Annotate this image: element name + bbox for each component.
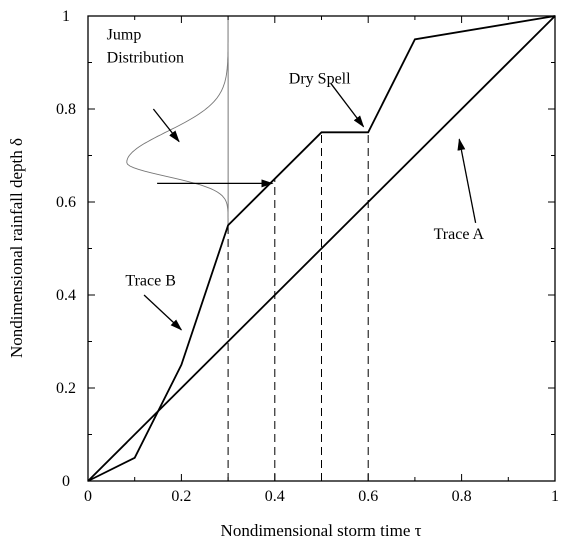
y-tick-label: 0.4 xyxy=(56,287,76,304)
x-tick-label: 0.6 xyxy=(358,488,378,505)
y-tick-label: 1 xyxy=(62,8,70,25)
annotation-label: Trace B xyxy=(125,273,176,290)
annotations-layer: Jump Distribution Dry Spell Trace A Trace B xyxy=(107,26,485,289)
series-line-trace-a xyxy=(87,15,556,482)
y-tick-label: 0.8 xyxy=(56,101,76,118)
y-axis-title: Nondimensional rainfall depth δ xyxy=(7,138,26,358)
x-tick-label: 1 xyxy=(551,488,559,505)
jump-distribution-curve xyxy=(126,16,229,226)
y-tick-label: 0.2 xyxy=(56,380,76,397)
annotation-arrow xyxy=(152,108,180,143)
annotation-arrow xyxy=(457,138,477,224)
dashed-guides-layer xyxy=(227,132,369,481)
ticks-layer xyxy=(87,15,556,482)
annotation-label: Dry Spell xyxy=(289,70,351,87)
series-layer xyxy=(87,15,556,482)
y-tick-label: 0.6 xyxy=(56,194,76,211)
x-tick-label: 0.2 xyxy=(171,488,191,505)
y-tick-label: 0 xyxy=(62,473,70,490)
series-line-trace-b xyxy=(87,15,556,482)
x-axis-title: Nondimensional storm time τ xyxy=(221,521,422,540)
x-tick-label: 0.4 xyxy=(265,488,285,505)
annotation-arrow xyxy=(143,294,183,331)
x-tick-label: 0.8 xyxy=(452,488,472,505)
annotation-label: Trace A xyxy=(434,226,485,243)
annotation-label: Jump xyxy=(107,26,142,43)
jump-distribution-layer xyxy=(126,16,229,226)
tick-labels-layer: 0 0.2 0.4 0.6 0.8 1 0 0.2 0.4 0.6 0.8 1 xyxy=(56,8,559,505)
annotation-arrow xyxy=(330,83,365,128)
annotation-label: Distribution xyxy=(107,50,184,67)
x-tick-label: 0 xyxy=(84,488,92,505)
arrows-layer xyxy=(143,83,477,331)
